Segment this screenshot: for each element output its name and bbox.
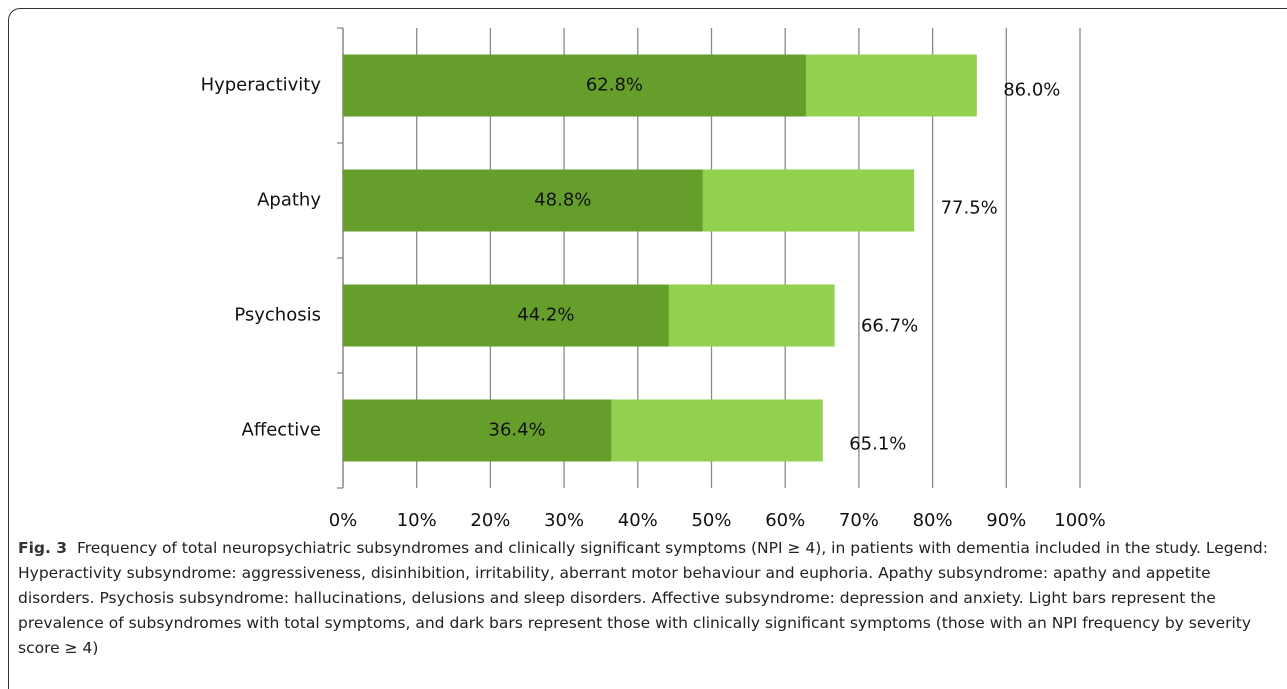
x-tick-label: 30%	[544, 510, 584, 531]
x-tick-label: 70%	[839, 510, 879, 531]
y-tick-label: Hyperactivity	[201, 75, 322, 96]
x-tick-label: 40%	[618, 510, 658, 531]
x-tick-label: 0%	[329, 510, 358, 531]
x-tick-label: 10%	[397, 510, 437, 531]
value-label: 62.8%	[586, 75, 643, 96]
value-label: 36.4%	[489, 420, 546, 441]
frame	[8, 8, 1287, 689]
y-tick-label: Psychosis	[234, 305, 321, 326]
total-label: 65.1%	[849, 434, 906, 455]
x-tick-label: 50%	[691, 510, 731, 531]
bar	[343, 399, 612, 462]
x-tick-label: 60%	[765, 510, 805, 531]
bar	[343, 169, 703, 232]
caption-text: Frequency of total neuropsychiatric subs…	[18, 539, 1268, 657]
x-tick-label: 80%	[913, 510, 953, 531]
figure-label: Fig. 3	[18, 539, 68, 557]
bar	[343, 54, 806, 117]
caption: Fig. 3 Frequency of total neuropsychiatr…	[18, 536, 1273, 661]
total-label: 66.7%	[861, 316, 918, 337]
value-label: 44.2%	[517, 305, 574, 326]
x-tick-label: 100%	[1054, 510, 1105, 531]
bar	[343, 284, 669, 347]
total-label: 77.5%	[941, 198, 998, 219]
y-tick-label: Affective	[242, 420, 321, 441]
chart: 0% 10% 20% 30% 40% 50% 60% 70% 80% 90% 100% Hyperac…	[201, 27, 1106, 531]
y-tick-label: Apathy	[257, 190, 321, 211]
value-label: 48.8%	[534, 190, 591, 211]
total-label: 86.0%	[1003, 80, 1060, 101]
page: 0% 10% 20% 30% 40% 50% 60% 70% 80% 90% 100% Hyperac…	[8, 8, 1287, 689]
x-tick-label: 20%	[470, 510, 510, 531]
x-tick-label: 90%	[986, 510, 1026, 531]
